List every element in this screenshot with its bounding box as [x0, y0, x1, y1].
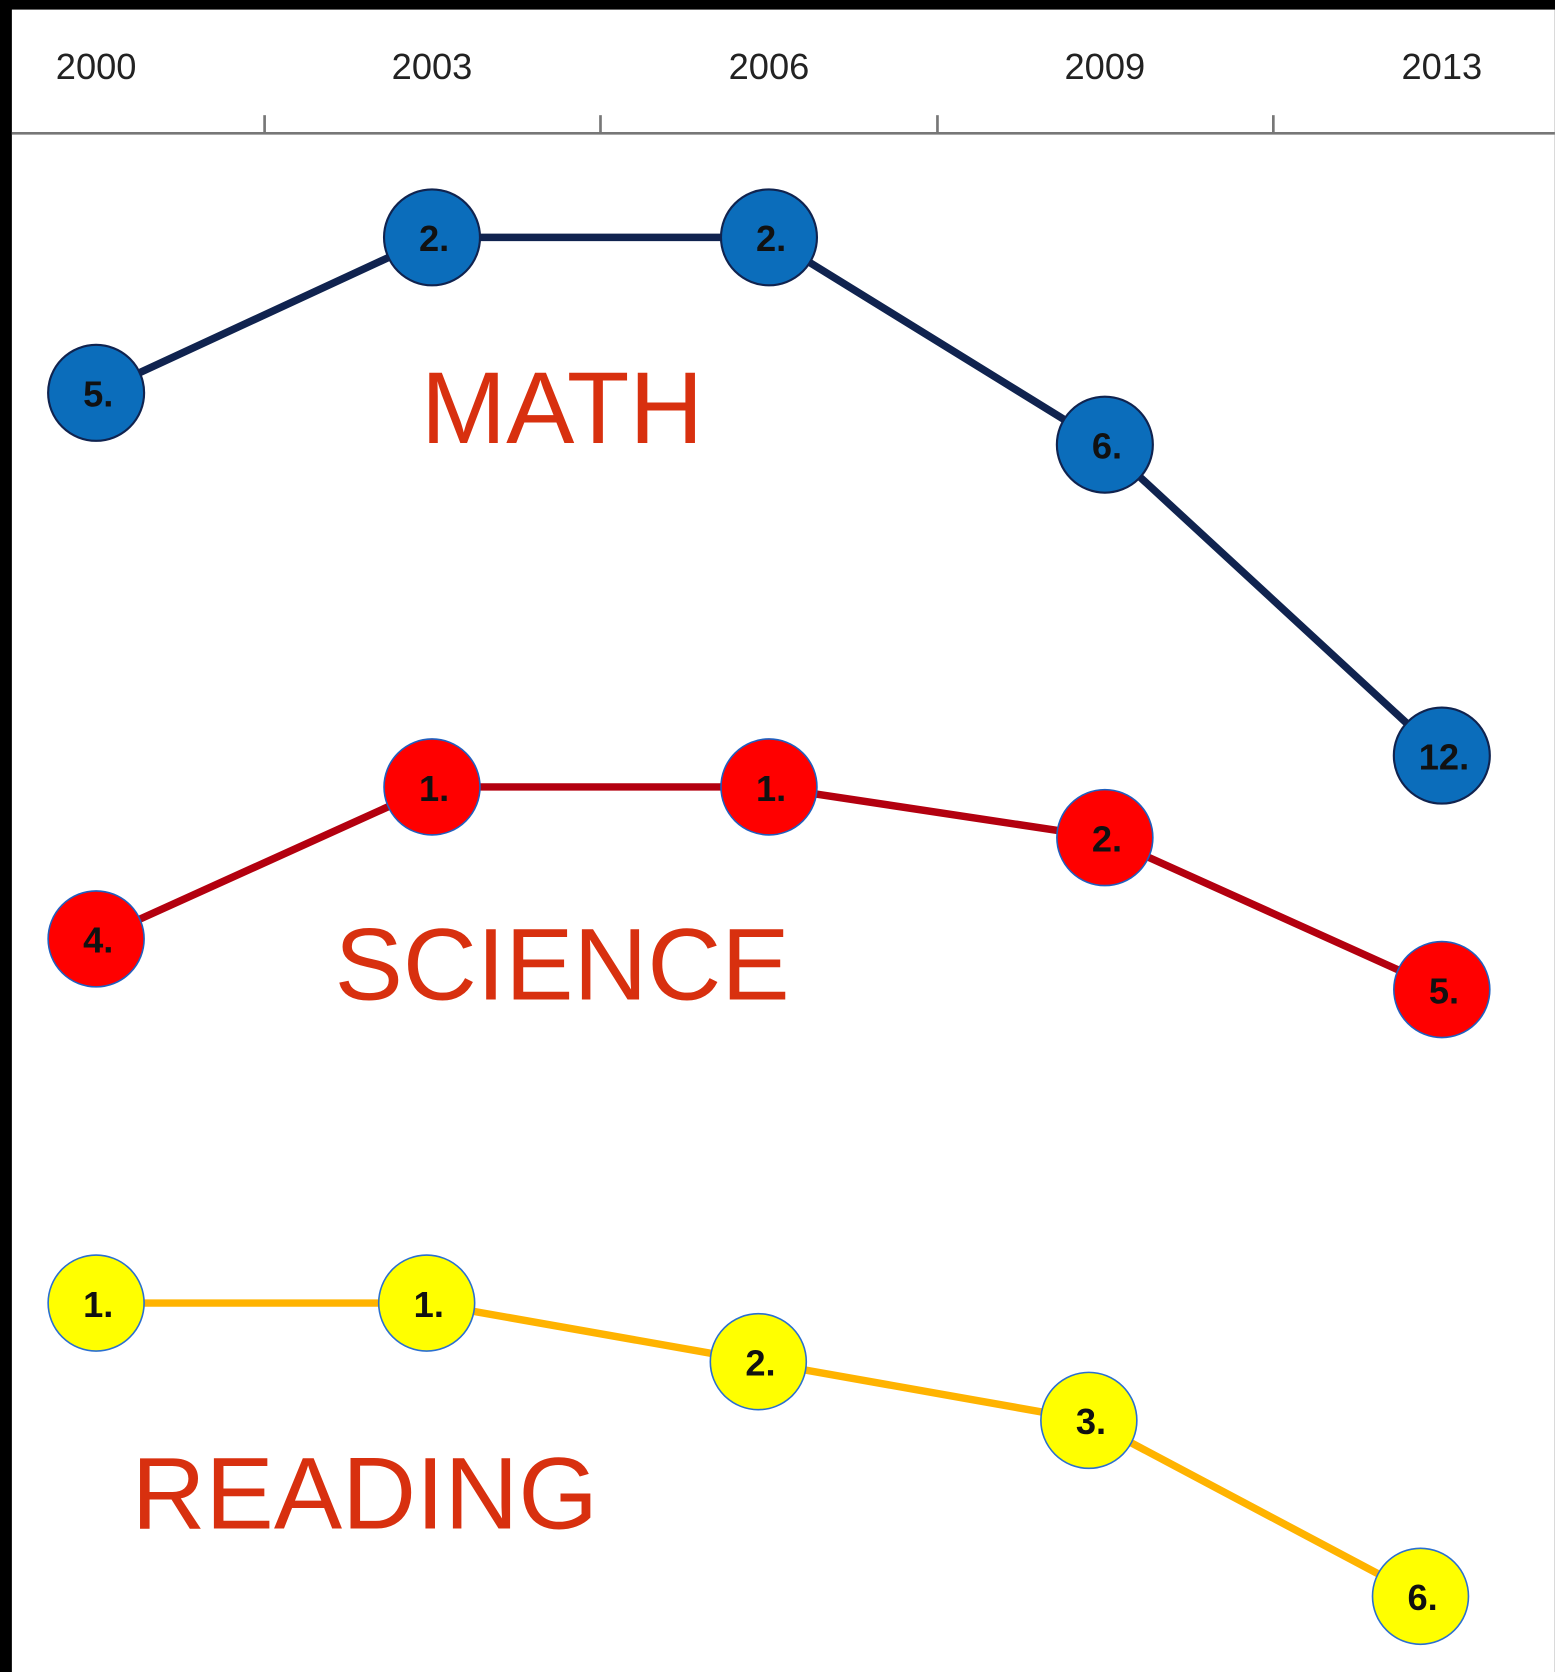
data-label: 3. [1076, 1401, 1106, 1442]
data-label: 2. [1092, 818, 1122, 859]
series-name: READING [132, 1435, 598, 1550]
x-tick-label: 2000 [56, 46, 137, 87]
data-label: 2. [419, 218, 449, 259]
x-tick-label: 2006 [729, 46, 810, 87]
data-label: 2. [745, 1343, 775, 1384]
marker [383, 738, 481, 836]
data-label: 1. [756, 768, 786, 809]
marker [1393, 940, 1491, 1039]
marker [377, 1254, 476, 1352]
marker [47, 343, 146, 442]
x-tick-label: 2003 [392, 46, 473, 87]
data-label: 5. [1429, 970, 1459, 1011]
x-tick-label: 2013 [1401, 46, 1482, 87]
marker [1056, 788, 1154, 887]
data-label: 1. [419, 768, 449, 809]
marker [47, 890, 145, 988]
data-label: 2. [756, 218, 786, 259]
marker [47, 1254, 145, 1352]
data-label: 6. [1092, 426, 1122, 467]
data-label: 1. [414, 1284, 444, 1325]
marker [719, 188, 819, 287]
data-label: 12. [1419, 736, 1469, 777]
data-label: 6. [1408, 1577, 1438, 1618]
marker [709, 1312, 808, 1411]
series-name: SCIENCE [335, 907, 790, 1022]
marker [1055, 395, 1154, 494]
series-name: MATH [421, 350, 703, 465]
data-label: 5. [83, 374, 113, 415]
data-label: 4. [83, 920, 113, 961]
data-label: 1. [83, 1284, 113, 1325]
marker [1392, 706, 1491, 805]
marker [720, 738, 818, 836]
marker [1040, 1371, 1138, 1470]
marker [1371, 1547, 1470, 1646]
marker [382, 188, 482, 287]
x-tick-label: 2009 [1065, 46, 1146, 87]
